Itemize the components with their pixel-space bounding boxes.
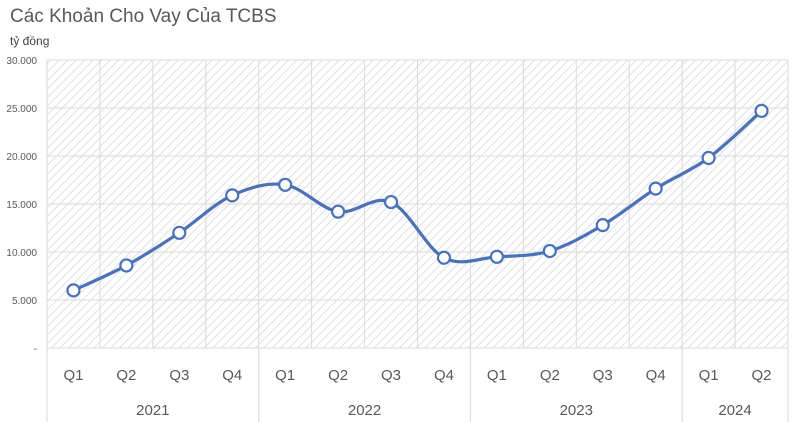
x-tick-label: Q2	[328, 367, 348, 384]
x-tick-label: Q2	[752, 367, 772, 384]
data-point	[66, 283, 81, 298]
x-group-label: 2024	[718, 402, 751, 419]
x-tick-label: Q1	[487, 367, 507, 384]
y-tick-label: 10.000	[6, 248, 37, 259]
data-point	[383, 194, 399, 210]
x-tick-label: Q1	[699, 367, 719, 384]
x-group-label: 2023	[560, 402, 593, 419]
data-point	[331, 204, 346, 219]
x-tick-label: Q2	[116, 367, 136, 384]
x-tick-label: Q3	[381, 367, 401, 384]
y-axis-unit-label: tỷ đồng	[10, 34, 50, 48]
x-tick-label: Q2	[540, 367, 560, 384]
data-point	[701, 150, 716, 166]
x-group-label: 2021	[136, 402, 169, 419]
x-tick-label: Q4	[434, 367, 454, 384]
y-tick-label: 25.000	[6, 104, 37, 115]
data-point	[436, 250, 452, 265]
data-point	[225, 188, 240, 203]
data-point	[119, 258, 134, 273]
y-tick-label: 30.000	[6, 56, 37, 67]
x-tick-label: Q1	[275, 367, 295, 384]
data-point	[172, 225, 187, 240]
x-tick-label: Q1	[63, 367, 83, 384]
x-tick-label: Q3	[593, 367, 613, 384]
data-point	[542, 243, 557, 259]
data-point	[595, 218, 610, 233]
data-point	[278, 177, 293, 192]
x-tick-label: Q4	[646, 367, 666, 384]
x-tick-label: Q4	[222, 367, 242, 384]
x-tick-label: Q3	[169, 367, 189, 384]
data-point	[754, 103, 769, 118]
x-group-label: 2022	[348, 402, 381, 419]
y-tick-label: -	[34, 344, 37, 355]
chart-title: Các Khoản Cho Vay Của TCBS	[10, 6, 277, 27]
y-tick-label: 15.000	[6, 200, 37, 211]
data-point	[648, 181, 663, 196]
y-tick-label: 5.000	[12, 296, 37, 307]
y-tick-label: 20.000	[6, 152, 37, 163]
data-point	[489, 249, 504, 264]
